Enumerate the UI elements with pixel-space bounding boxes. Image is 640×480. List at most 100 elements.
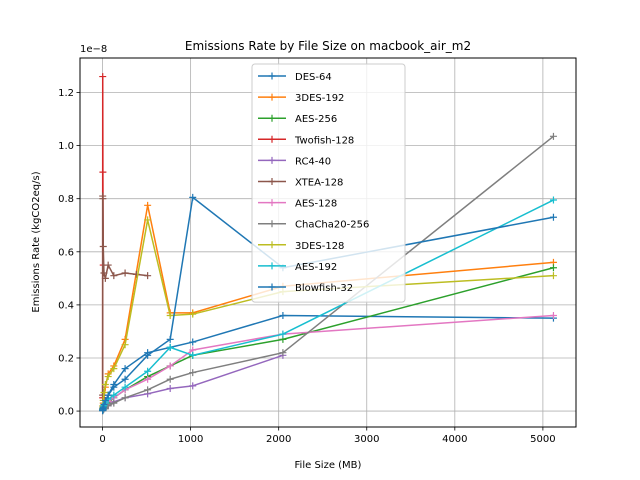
data-point <box>101 396 109 404</box>
legend-label: DES-64 <box>295 72 332 83</box>
data-point <box>549 132 557 140</box>
tick-layer: 0 1000 2000 3000 4000 5000 0.0 0.2 0.4 0.6 0.8 1.0 1… <box>58 88 556 445</box>
legend-item: AES-256 <box>258 114 337 125</box>
legend-marker <box>268 283 276 291</box>
y-offset-label: 1e−8 <box>80 44 107 55</box>
x-tick-label: 1000 <box>178 434 203 445</box>
x-tick-label: 2000 <box>266 434 291 445</box>
series-layer <box>99 73 557 415</box>
legend-label: RC4-40 <box>295 156 331 167</box>
legend-label: AES-256 <box>295 114 337 125</box>
data-point <box>101 274 109 282</box>
y-axis-title: Emissions Rate (kgCO2eq/s) <box>31 171 42 312</box>
y-tick-label: 0.8 <box>58 194 74 205</box>
data-point <box>144 216 152 224</box>
data-point <box>166 312 174 320</box>
legend-item: AES-128 <box>258 199 337 210</box>
data-point <box>549 213 557 221</box>
data-point <box>100 269 108 277</box>
legend-label: 3DES-128 <box>295 241 344 252</box>
legend-label: 3DES-192 <box>295 93 344 104</box>
data-point <box>110 365 118 373</box>
y-tick-label: 0.4 <box>58 300 74 311</box>
legend: DES-64 3DES-192 AES-256 Twofish-128 RC4-40 XT… <box>251 63 406 303</box>
data-point <box>549 272 557 280</box>
data-point <box>100 388 108 396</box>
data-point <box>189 369 197 377</box>
legend-marker <box>268 93 276 101</box>
data-point <box>121 383 129 391</box>
legend-marker <box>268 220 276 228</box>
data-point <box>189 351 197 359</box>
legend-item: 3DES-192 <box>258 93 344 104</box>
data-point <box>104 373 112 381</box>
data-point <box>189 338 197 346</box>
data-point <box>144 375 152 383</box>
legend-marker <box>268 156 276 164</box>
legend-marker <box>268 199 276 207</box>
data-point <box>144 272 152 280</box>
data-point <box>121 269 129 277</box>
legend-item: ChaCha20-256 <box>258 220 369 231</box>
y-tick-label: 1.0 <box>58 141 74 152</box>
data-point <box>279 330 287 338</box>
data-point <box>144 351 152 359</box>
legend-marker <box>268 241 276 249</box>
data-point <box>99 242 107 250</box>
y-tick-label: 0.0 <box>58 407 74 418</box>
legend-marker <box>268 262 276 270</box>
data-point <box>101 381 109 389</box>
legend-marker <box>268 178 276 185</box>
legend-marker <box>268 114 276 122</box>
legend-item: Twofish-128 <box>258 135 354 146</box>
legend-item: Blowfish-32 <box>258 283 353 294</box>
data-point <box>144 367 152 375</box>
data-point <box>144 386 152 394</box>
data-point <box>166 385 174 393</box>
x-tick-label: 3000 <box>354 434 379 445</box>
x-tick-label: 5000 <box>530 434 555 445</box>
legend-label: ChaCha20-256 <box>295 220 369 231</box>
data-point <box>549 312 557 320</box>
data-point <box>121 341 129 349</box>
data-point <box>166 343 174 351</box>
data-point <box>132 270 140 278</box>
data-point <box>110 272 118 280</box>
legend-item: AES-192 <box>258 262 337 273</box>
legend-label: AES-192 <box>295 262 337 273</box>
data-point <box>100 400 108 408</box>
legend-marker <box>268 135 276 143</box>
data-point <box>121 375 129 383</box>
y-tick-label: 1.2 <box>58 88 74 99</box>
data-point <box>99 195 107 203</box>
data-point <box>279 312 287 320</box>
data-point <box>166 335 174 343</box>
data-point <box>110 383 118 391</box>
legend-item: DES-64 <box>258 72 332 83</box>
x-tick-label: 0 <box>99 434 105 445</box>
data-point <box>104 261 112 269</box>
data-point <box>99 168 107 176</box>
data-point <box>189 193 197 201</box>
data-point <box>549 196 557 204</box>
legend-item: XTEA-128 <box>258 178 343 189</box>
legend-label: AES-128 <box>295 199 337 210</box>
data-point <box>279 349 287 357</box>
data-point <box>144 201 152 209</box>
x-axis-title: File Size (MB) <box>295 460 362 471</box>
data-point <box>121 394 129 402</box>
data-point <box>121 365 129 373</box>
data-point <box>110 399 118 407</box>
data-point <box>166 362 174 370</box>
y-tick-label: 0.6 <box>58 247 74 258</box>
chart-title: Emissions Rate by File Size on macbook_a… <box>185 39 471 53</box>
data-point <box>104 391 112 399</box>
legend-label: XTEA-128 <box>295 178 343 189</box>
data-point <box>166 375 174 383</box>
data-point <box>189 310 197 318</box>
x-tick-label: 4000 <box>442 434 467 445</box>
data-point <box>189 382 197 390</box>
legend-marker <box>268 72 276 80</box>
plot-frame <box>79 57 577 428</box>
